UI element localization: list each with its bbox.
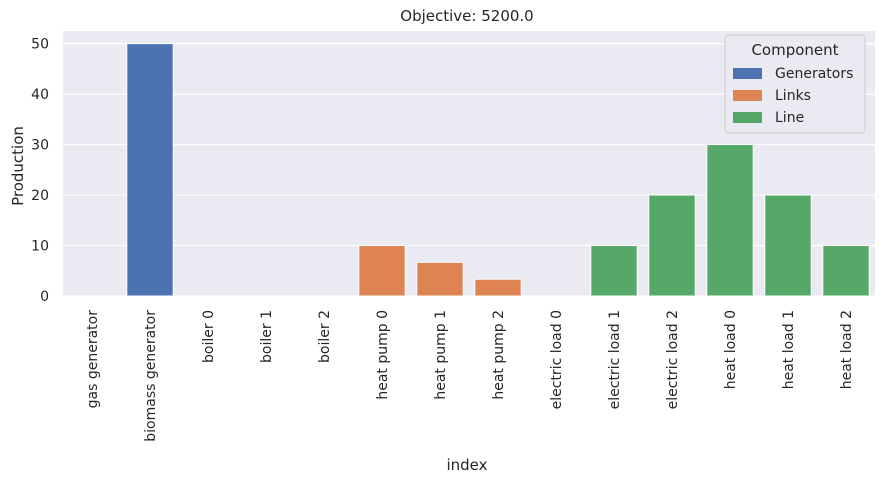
legend-label: Generators [775,66,853,82]
bar [706,144,754,297]
legend-frame [724,34,866,134]
bar [474,278,522,297]
y-axis-label: Production [9,126,27,206]
x-tick-label: heat load 2 [839,310,855,389]
chart-title: Objective: 5200.0 [400,7,533,25]
x-tick-labels: gas generator biomass generator boiler 0 bo… [85,310,855,442]
legend-label: Line [775,110,804,126]
bar [416,261,464,297]
legend-title: Component [751,41,838,59]
y-tick-label: 10 [31,239,49,255]
y-tick-label: 50 [31,37,49,53]
legend: Component Generators Links Line [724,34,866,134]
x-tick-label: electric load 2 [665,310,681,409]
legend-swatch [733,90,762,101]
bar [126,43,174,297]
x-tick-label: boiler 0 [201,310,217,363]
x-tick-label: heat pump 0 [375,310,391,400]
y-tick-label: 30 [31,138,49,154]
legend-items: Generators Links Line [733,66,853,126]
legend-label: Links [775,88,811,104]
bar [764,194,812,297]
x-tick-label: electric load 1 [607,310,623,409]
x-tick-label: electric load 0 [549,310,565,409]
legend-swatch [733,68,762,79]
x-tick-label: boiler 1 [259,310,275,363]
bar [822,245,870,297]
y-tick-label: 20 [31,188,49,204]
y-tick-labels: 0 10 20 30 40 50 [31,37,49,305]
x-axis-label: index [446,456,487,474]
x-tick-label: biomass generator [143,310,159,442]
legend-swatch [733,112,762,123]
bar [358,245,406,297]
bar [648,194,696,297]
x-tick-label: heat load 1 [781,310,797,389]
x-tick-label: gas generator [85,310,101,409]
y-tick-label: 40 [31,87,49,103]
bar [590,245,638,297]
y-tick-label: 0 [40,289,49,305]
x-tick-label: heat load 0 [723,310,739,389]
bars [126,43,870,297]
x-tick-label: boiler 2 [317,310,333,363]
x-tick-label: heat pump 2 [491,310,507,400]
x-tick-label: heat pump 1 [433,310,449,400]
